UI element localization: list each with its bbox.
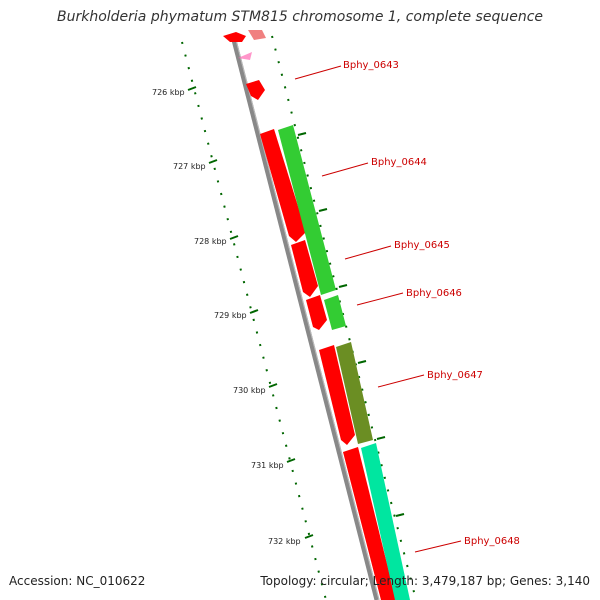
outer-tick-mark [318,208,328,212]
gene-arrow[interactable] [248,30,266,40]
kbp-label: 730 kbp [233,386,266,395]
gene-reverse-cds[interactable] [324,295,346,330]
gene-label[interactable]: Bphy_0643 [343,60,399,71]
outer-tick-mark [338,284,348,288]
gene-label[interactable]: Bphy_0648 [464,536,520,547]
label-leader [321,162,369,177]
outer-dotted-track [271,35,417,600]
gene-reverse-cds[interactable] [336,342,373,444]
kbp-tick-mark [268,383,278,388]
gene-reverse-cds[interactable] [278,125,336,295]
label-leader [344,245,392,260]
outer-tick-mark [376,436,386,440]
genome-backbone [230,35,380,600]
gene-reverse-cds[interactable] [361,443,410,600]
kbp-tick-mark [304,534,314,539]
kbp-tick-mark [286,458,296,463]
gene-bphy-0646[interactable] [306,295,327,330]
map-title: Burkholderia phymatum STM815 chromosome … [56,9,543,25]
gene-bphy-0648[interactable] [343,447,396,600]
label-leader [414,540,462,553]
kbp-label: 731 kbp [251,461,284,470]
gene-label[interactable]: Bphy_0645 [394,240,450,251]
kbp-label: 726 kbp [152,88,185,97]
gene-label[interactable]: Bphy_0644 [371,157,427,168]
accession-text: Accession: NC_010622 [9,574,146,588]
kbp-tick-mark [208,159,218,164]
genome-summary: Topology: circular; Length: 3,479,187 bp… [260,574,590,588]
kbp-label: 732 kbp [268,537,301,546]
kbp-tick-mark [229,235,239,240]
outer-tick-mark [297,132,307,136]
kbp-label: 729 kbp [214,311,247,320]
gene-bphy-0645[interactable] [291,240,318,297]
kbp-tick-mark [249,309,259,314]
kbp-label: 727 kbp [173,162,206,171]
gene-arrow[interactable] [223,32,246,42]
kbp-tick-mark [187,86,197,91]
outer-tick-mark [395,513,405,517]
outer-tick-mark [357,360,367,364]
gene-label[interactable]: Bphy_0646 [406,288,462,299]
label-leader [377,374,425,388]
gene-arrow[interactable] [238,52,252,60]
kbp-label: 728 kbp [194,237,227,246]
gene-bphy-0644[interactable] [260,129,306,242]
genome-backbone-highlight [234,35,380,600]
gene-label[interactable]: Bphy_0647 [427,370,483,381]
gene-bphy-0647[interactable] [319,345,355,445]
label-leader [356,292,404,306]
label-leader [294,65,342,80]
gene-bphy-0643[interactable] [246,80,265,100]
